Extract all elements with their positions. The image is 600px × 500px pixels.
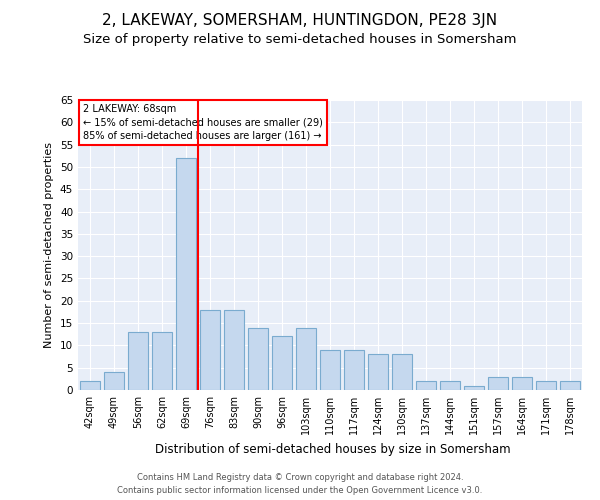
Bar — [464, 386, 484, 390]
Bar — [440, 381, 460, 390]
Text: Distribution of semi-detached houses by size in Somersham: Distribution of semi-detached houses by … — [155, 442, 511, 456]
Bar — [272, 336, 292, 390]
Text: 2, LAKEWAY, SOMERSHAM, HUNTINGDON, PE28 3JN: 2, LAKEWAY, SOMERSHAM, HUNTINGDON, PE28 … — [103, 12, 497, 28]
Bar — [560, 381, 580, 390]
Bar — [416, 381, 436, 390]
Bar — [536, 381, 556, 390]
Bar — [104, 372, 124, 390]
Bar — [80, 381, 100, 390]
Bar — [368, 354, 388, 390]
Bar — [176, 158, 196, 390]
Text: Contains HM Land Registry data © Crown copyright and database right 2024.
Contai: Contains HM Land Registry data © Crown c… — [118, 474, 482, 495]
Bar — [512, 376, 532, 390]
Bar — [296, 328, 316, 390]
Bar — [152, 332, 172, 390]
Bar — [128, 332, 148, 390]
Bar — [320, 350, 340, 390]
Bar — [488, 376, 508, 390]
Bar — [344, 350, 364, 390]
Text: 2 LAKEWAY: 68sqm
← 15% of semi-detached houses are smaller (29)
85% of semi-deta: 2 LAKEWAY: 68sqm ← 15% of semi-detached … — [83, 104, 323, 141]
Bar — [224, 310, 244, 390]
Text: Size of property relative to semi-detached houses in Somersham: Size of property relative to semi-detach… — [83, 32, 517, 46]
Bar — [248, 328, 268, 390]
Bar — [392, 354, 412, 390]
Y-axis label: Number of semi-detached properties: Number of semi-detached properties — [44, 142, 55, 348]
Bar — [200, 310, 220, 390]
